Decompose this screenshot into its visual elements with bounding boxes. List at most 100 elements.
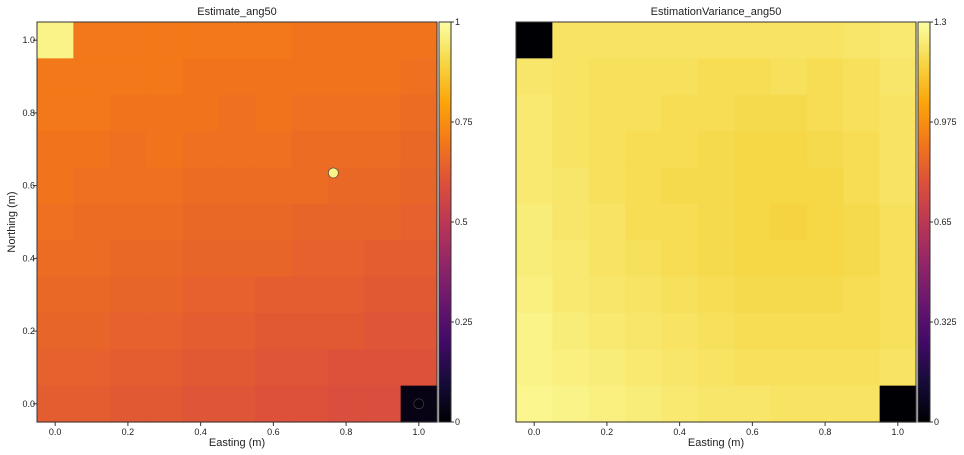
heatmap-cell: [327, 312, 365, 350]
heatmap-cell: [879, 276, 917, 314]
colorbar-tick-label: 0: [455, 417, 460, 427]
heatmap-cell: [255, 276, 293, 314]
heatmap-cell: [327, 22, 365, 59]
heatmap-cell: [218, 240, 256, 278]
y-tick-label: 0.6: [22, 181, 35, 191]
colorbar-tick-label: 1: [455, 17, 460, 27]
heatmap-cell: [588, 131, 626, 169]
heatmap-cell: [327, 58, 365, 96]
heatmap-cell: [734, 58, 772, 96]
heatmap-cell: [109, 131, 147, 169]
heatmap-cell: [734, 94, 772, 132]
heatmap-cell: [879, 312, 917, 350]
heatmap-cell: [770, 58, 808, 96]
heatmap-cell: [73, 312, 111, 350]
heatmap-cell: [734, 385, 772, 423]
heatmap-cell: [516, 167, 553, 205]
heatmap-cell: [37, 58, 74, 96]
heatmap-cell: [734, 203, 772, 241]
heatmap-cell: [516, 131, 553, 169]
x-tick-label: 0.0: [528, 427, 541, 437]
heatmap-cell: [661, 167, 699, 205]
heatmap-cell: [806, 58, 844, 96]
heatmap-cell: [364, 58, 402, 96]
panel-estimate-colorbar-ticks: 0 0.25 0.5 0.75 1: [451, 17, 473, 427]
heatmap-cell: [400, 167, 438, 205]
heatmap-cell: [516, 203, 553, 241]
heatmap-cell: [218, 94, 256, 132]
heatmap-cell: [218, 167, 256, 205]
heatmap-cell: [697, 94, 735, 132]
heatmap-cell: [218, 131, 256, 169]
colorbar-tick-label: 0.75: [455, 117, 473, 127]
heatmap-cell: [218, 203, 256, 241]
heatmap-cell: [552, 58, 590, 96]
heatmap-cell: [734, 349, 772, 387]
heatmap-cell: [73, 349, 111, 387]
heatmap-cell: [770, 167, 808, 205]
heatmap-cell: [400, 22, 438, 59]
heatmap-cell: [879, 240, 917, 278]
heatmap-cell: [770, 276, 808, 314]
heatmap-cell: [661, 94, 699, 132]
heatmap-cell: [770, 240, 808, 278]
x-tick-label: 0.4: [194, 427, 207, 437]
heatmap-cell: [588, 385, 626, 423]
heatmap-cell: [516, 22, 553, 59]
heatmap-cell: [146, 203, 184, 241]
heatmap-cell: [291, 94, 329, 132]
heatmap-cell: [661, 22, 699, 59]
colorbar-tick-label: 0.975: [934, 117, 957, 127]
heatmap-cell: [182, 22, 220, 59]
panel-variance-x-ticks: 0.0 0.2 0.4 0.6 0.8 1.0: [528, 422, 904, 437]
panel-estimate-colorbar: [438, 21, 452, 423]
heatmap-cell: [146, 385, 184, 423]
heatmap-cell: [255, 22, 293, 59]
colorbar-tick-label: 0.25: [455, 317, 473, 327]
heatmap-cell: [255, 94, 293, 132]
heatmap-cell: [588, 276, 626, 314]
heatmap-cell: [697, 167, 735, 205]
heatmap-cell: [37, 276, 74, 314]
heatmap-cell: [182, 312, 220, 350]
panel-variance-colorbar-ticks: 0 0.325 0.65 0.975 1.3: [930, 17, 957, 427]
heatmap-cell: [73, 276, 111, 314]
heatmap-cell: [255, 312, 293, 350]
heatmap-cell: [843, 167, 881, 205]
heatmap-cell: [109, 94, 147, 132]
heatmap-cell: [364, 94, 402, 132]
panel-estimate-x-ticks: 0.0 0.2 0.4 0.6 0.8 1.0: [49, 422, 425, 437]
x-tick-label: 0.2: [122, 427, 135, 437]
heatmap-cell: [400, 276, 438, 314]
heatmap-cell: [879, 22, 917, 59]
heatmap-cell: [552, 167, 590, 205]
heatmap-cell: [291, 167, 329, 205]
panel-estimate-ylabel: Northing (m): [6, 191, 18, 252]
heatmap-cell: [806, 203, 844, 241]
heatmap-cell: [806, 240, 844, 278]
heatmap-cell: [109, 22, 147, 59]
heatmap-cell: [661, 385, 699, 423]
heatmap-cell: [327, 349, 365, 387]
heatmap-cell: [291, 22, 329, 59]
heatmap-cell: [625, 94, 663, 132]
heatmap-cell: [37, 385, 74, 423]
heatmap-cell: [734, 312, 772, 350]
heatmap-cell: [255, 131, 293, 169]
heatmap-cell: [73, 385, 111, 423]
heatmap-cell: [806, 22, 844, 59]
x-tick-label: 1.0: [413, 427, 426, 437]
x-tick-label: 0.4: [673, 427, 686, 437]
heatmap-cell: [552, 94, 590, 132]
heatmap-cell: [327, 94, 365, 132]
heatmap-cell: [327, 203, 365, 241]
heatmap-cell: [291, 240, 329, 278]
heatmap-cell: [182, 167, 220, 205]
heatmap-cell: [291, 312, 329, 350]
heatmap-cell: [109, 240, 147, 278]
heatmap-cell: [770, 94, 808, 132]
heatmap-cell: [661, 131, 699, 169]
heatmap-cell: [73, 167, 111, 205]
heatmap-cell: [255, 385, 293, 423]
heatmap-cell: [625, 312, 663, 350]
